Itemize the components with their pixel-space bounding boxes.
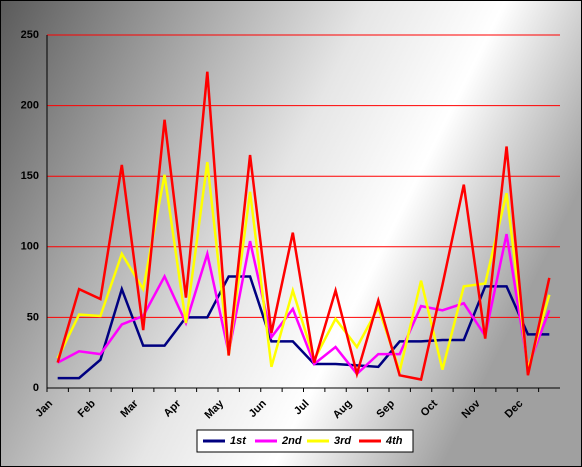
legend-label: 2nd	[281, 435, 302, 447]
y-tick-label: 100	[21, 241, 39, 253]
series-line	[56, 161, 551, 376]
legend-label: 3rd	[334, 435, 351, 447]
y-tick-label: 50	[27, 311, 39, 323]
legend-label: 1st	[230, 435, 247, 447]
y-tick-label: 200	[21, 100, 39, 112]
y-tick-label: 150	[21, 170, 39, 182]
legend-box	[196, 429, 414, 453]
series-line	[57, 275, 550, 380]
series-line	[57, 233, 551, 376]
legend-label: 4th	[385, 435, 403, 447]
y-tick-label: 250	[21, 29, 39, 41]
series-line	[56, 71, 551, 381]
y-tick-label: 0	[33, 382, 39, 394]
